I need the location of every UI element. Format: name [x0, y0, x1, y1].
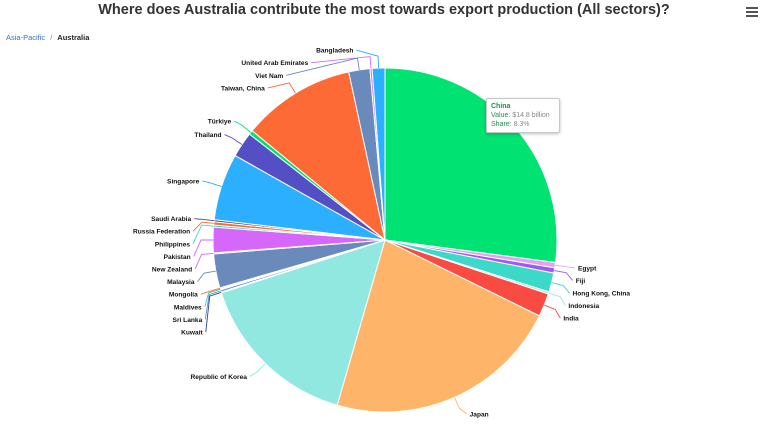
tooltip-share: 8.3%	[513, 121, 530, 128]
leader-line-thailand	[224, 134, 243, 145]
pie-slice-japan[interactable]	[336, 239, 541, 413]
leader-line-maldives	[204, 288, 221, 307]
leader-line-philippines	[192, 224, 214, 245]
pie-slice-republic-of-korea[interactable]	[220, 239, 386, 406]
pie-label-thailand: Thailand	[194, 132, 221, 139]
pie-labels: China Egypt Fiji Hong Kong, China Indonesia I…	[133, 48, 630, 419]
leader-line-india	[544, 304, 561, 319]
tooltip-value-label: Value:	[491, 112, 511, 119]
pie-label-india: India	[563, 316, 579, 323]
leader-line-new-zealand	[194, 252, 214, 270]
pie-label-philippines: Philippines	[155, 241, 191, 248]
pie-label-taiwan-china: Taiwan, China	[221, 85, 265, 92]
breadcrumb-current: Australia	[57, 33, 90, 42]
leader-line-bangladesh	[356, 49, 379, 69]
pie-label-t-rkiye: Türkiye	[208, 119, 232, 126]
leader-line-kuwait	[205, 292, 222, 333]
leader-line-sri-lanka	[204, 290, 221, 320]
pie-label-viet-nam: Viet Nam	[255, 73, 283, 80]
pie-label-saudi-arabia: Saudi Arabia	[151, 216, 191, 223]
pie-label-mongolia: Mongolia	[169, 292, 198, 299]
leader-line-saudi-arabia	[194, 218, 215, 222]
pie-slice-taiwan-china[interactable]	[251, 71, 386, 242]
leader-line-singapore	[202, 180, 222, 187]
leader-line-hong-kong-china	[551, 282, 570, 294]
leader-line-pakistan	[193, 239, 213, 257]
leader-line-indonesia	[548, 292, 566, 306]
leader-line-fiji	[554, 270, 574, 281]
pie-label-republic-of-korea: Republic of Korea	[190, 374, 247, 381]
leader-line-united-arab-emirates	[311, 56, 372, 69]
leader-line-taiwan-china	[267, 82, 296, 94]
tooltip-share-label: Share:	[491, 121, 512, 128]
pie-label-new-zealand: New Zealand	[152, 267, 192, 274]
pie-label-hong-kong-china: Hong Kong, China	[573, 291, 631, 298]
breadcrumb-link-parent[interactable]: Asia-Pacific	[6, 33, 46, 42]
leader-line-russia-federation	[192, 221, 214, 232]
leader-line-malaysia	[197, 270, 216, 282]
leader-line-japan	[454, 397, 467, 415]
tooltip: China Value: $14.8 billion Share: 8.3%	[486, 98, 560, 133]
pie-label-fiji: Fiji	[576, 278, 586, 285]
pie-label-maldives: Maldives	[174, 304, 202, 311]
tooltip-value: $14.8 billion	[512, 112, 550, 119]
pie-label-singapore: Singapore	[167, 178, 200, 185]
pie-label-egypt: Egypt	[578, 265, 597, 272]
leader-line-egypt	[555, 264, 576, 269]
pie-label-kuwait: Kuwait	[181, 330, 203, 337]
leader-line-viet-nam	[286, 57, 360, 76]
breadcrumb-separator: /	[50, 33, 53, 42]
pie-label-japan: Japan	[470, 411, 489, 418]
breadcrumb: Asia-Pacific / Australia	[6, 33, 89, 42]
pie-label-russia-federation: Russia Federation	[133, 229, 190, 236]
chart-title: Where does Australia contribute the most…	[98, 2, 670, 18]
pie-label-malaysia: Malaysia	[167, 279, 195, 286]
pie-slices	[212, 67, 558, 413]
pie-leader-lines	[192, 49, 576, 415]
tooltip-name: China	[491, 103, 511, 110]
leader-line-t-rkiye	[234, 120, 252, 133]
pie-label-bangladesh: Bangladesh	[316, 48, 353, 55]
pie-label-pakistan: Pakistan	[164, 254, 191, 261]
leader-line-republic-of-korea	[249, 363, 266, 377]
pie-label-indonesia: Indonesia	[568, 303, 599, 310]
pie-label-sri-lanka: Sri Lanka	[173, 317, 203, 324]
leader-line-mongolia	[200, 287, 221, 295]
pie-label-united-arab-emirates: United Arab Emirates	[241, 60, 308, 67]
hamburger-menu-icon[interactable]	[746, 7, 758, 17]
